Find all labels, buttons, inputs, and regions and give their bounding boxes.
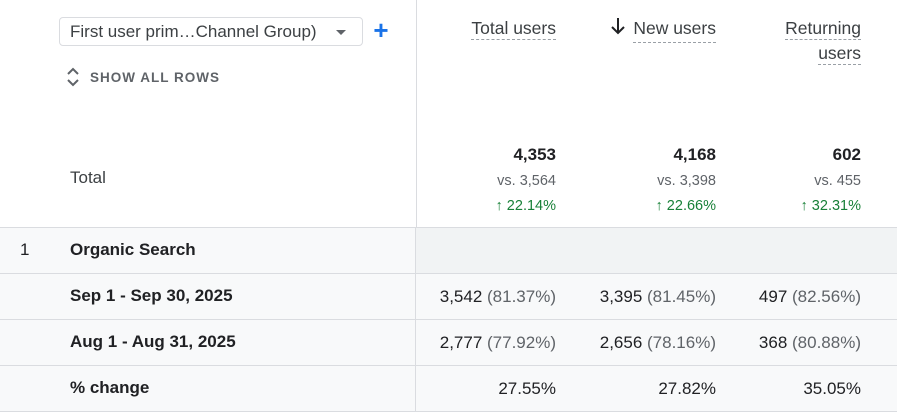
cell-new-users-pct: (81.45%) <box>647 287 716 306</box>
total-users-compare: vs. 3,564 <box>497 173 556 189</box>
cell-total-users-pct: (81.37%) <box>487 287 556 306</box>
cell-new-users-value: 3,395 <box>599 287 643 306</box>
row-date-range: Aug 1 - Aug 31, 2025 <box>70 332 236 351</box>
unfold-more-icon <box>66 66 80 88</box>
returning-users-compare: vs. 455 <box>814 173 861 189</box>
cell-total-users-pct: (77.92%) <box>487 333 556 352</box>
cell-returning-users-change: 35.05% <box>803 379 861 398</box>
column-header-returning-users-label-1: Returning <box>785 18 861 40</box>
row-date-range: Sep 1 - Sep 30, 2025 <box>70 286 233 305</box>
cell-returning-users-pct: (80.88%) <box>792 333 861 352</box>
column-header-total-users[interactable]: Total users <box>440 16 556 41</box>
cell-returning-users-pct: (82.56%) <box>792 287 861 306</box>
column-header-total-users-label: Total users <box>471 18 556 40</box>
table-row[interactable]: Sep 1 - Sep 30, 2025 3,542 (81.37%) 3,39… <box>0 274 897 320</box>
column-header-returning-users-label-2: users <box>818 43 861 65</box>
new-users-change: ↑ 22.66% <box>655 198 716 214</box>
cell-returning-users-value: 368 <box>758 333 788 352</box>
row-dimension-cell: 1 Organic Search <box>0 228 416 273</box>
table-row[interactable]: Aug 1 - Aug 31, 2025 2,777 (77.92%) 2,65… <box>0 320 897 366</box>
row-dimension-cell: % change <box>0 366 416 411</box>
add-dimension-button[interactable]: + <box>370 14 392 46</box>
cell-returning-users: 368 (80.88%) <box>725 333 861 353</box>
caret-down-icon <box>336 30 346 35</box>
total-users-value: 4,353 <box>513 145 556 164</box>
cell-total-users-value: 3,542 <box>439 287 483 306</box>
total-users-change: ↑ 22.14% <box>495 198 556 214</box>
cell-returning-users-value: 497 <box>758 287 788 306</box>
cell-new-users: 3,395 (81.45%) <box>570 287 716 307</box>
dimension-select[interactable]: First user prim…Channel Group) <box>59 17 363 46</box>
cell-total-users-change: 27.55% <box>498 379 556 398</box>
show-all-rows-label: SHOW ALL ROWS <box>90 69 220 85</box>
cell-returning-users: 497 (82.56%) <box>725 287 861 307</box>
show-all-rows-button[interactable]: SHOW ALL ROWS <box>66 66 220 88</box>
cell-new-users-value: 2,656 <box>599 333 643 352</box>
returning-users-change: ↑ 32.31% <box>800 198 861 214</box>
column-header-new-users-label: New users <box>633 16 716 43</box>
table-header: First user prim…Channel Group) + SHOW AL… <box>0 0 897 228</box>
new-users-value: 4,168 <box>673 145 716 164</box>
column-header-returning-users[interactable]: Returning users <box>760 16 861 66</box>
dimension-select-label: First user prim…Channel Group) <box>70 21 317 41</box>
total-label: Total <box>70 168 106 187</box>
cell-new-users: 2,656 (78.16%) <box>570 333 716 353</box>
row-dimension-cell: Sep 1 - Sep 30, 2025 <box>0 274 416 319</box>
arrow-down-icon <box>611 17 626 42</box>
dimension-header: First user prim…Channel Group) + SHOW AL… <box>0 0 417 227</box>
returning-users-value: 602 <box>832 145 861 164</box>
cell-new-users-change: 27.82% <box>658 379 716 398</box>
table-row-group[interactable]: 1 Organic Search <box>0 228 897 274</box>
row-name: Organic Search <box>70 240 196 259</box>
table-row[interactable]: % change 27.55% 27.82% 35.05% <box>0 366 897 412</box>
new-users-compare: vs. 3,398 <box>657 173 716 189</box>
cell-total-users: 2,777 (77.92%) <box>420 333 556 353</box>
cell-new-users-pct: (78.16%) <box>647 333 716 352</box>
column-header-new-users[interactable]: New users <box>590 16 716 43</box>
row-index: 1 <box>20 240 30 259</box>
row-change-label: % change <box>70 378 150 397</box>
plus-icon: + <box>373 15 389 45</box>
row-dimension-cell: Aug 1 - Aug 31, 2025 <box>0 320 416 365</box>
cell-total-users-value: 2,777 <box>439 333 483 352</box>
cell-total-users: 3,542 (81.37%) <box>420 287 556 307</box>
